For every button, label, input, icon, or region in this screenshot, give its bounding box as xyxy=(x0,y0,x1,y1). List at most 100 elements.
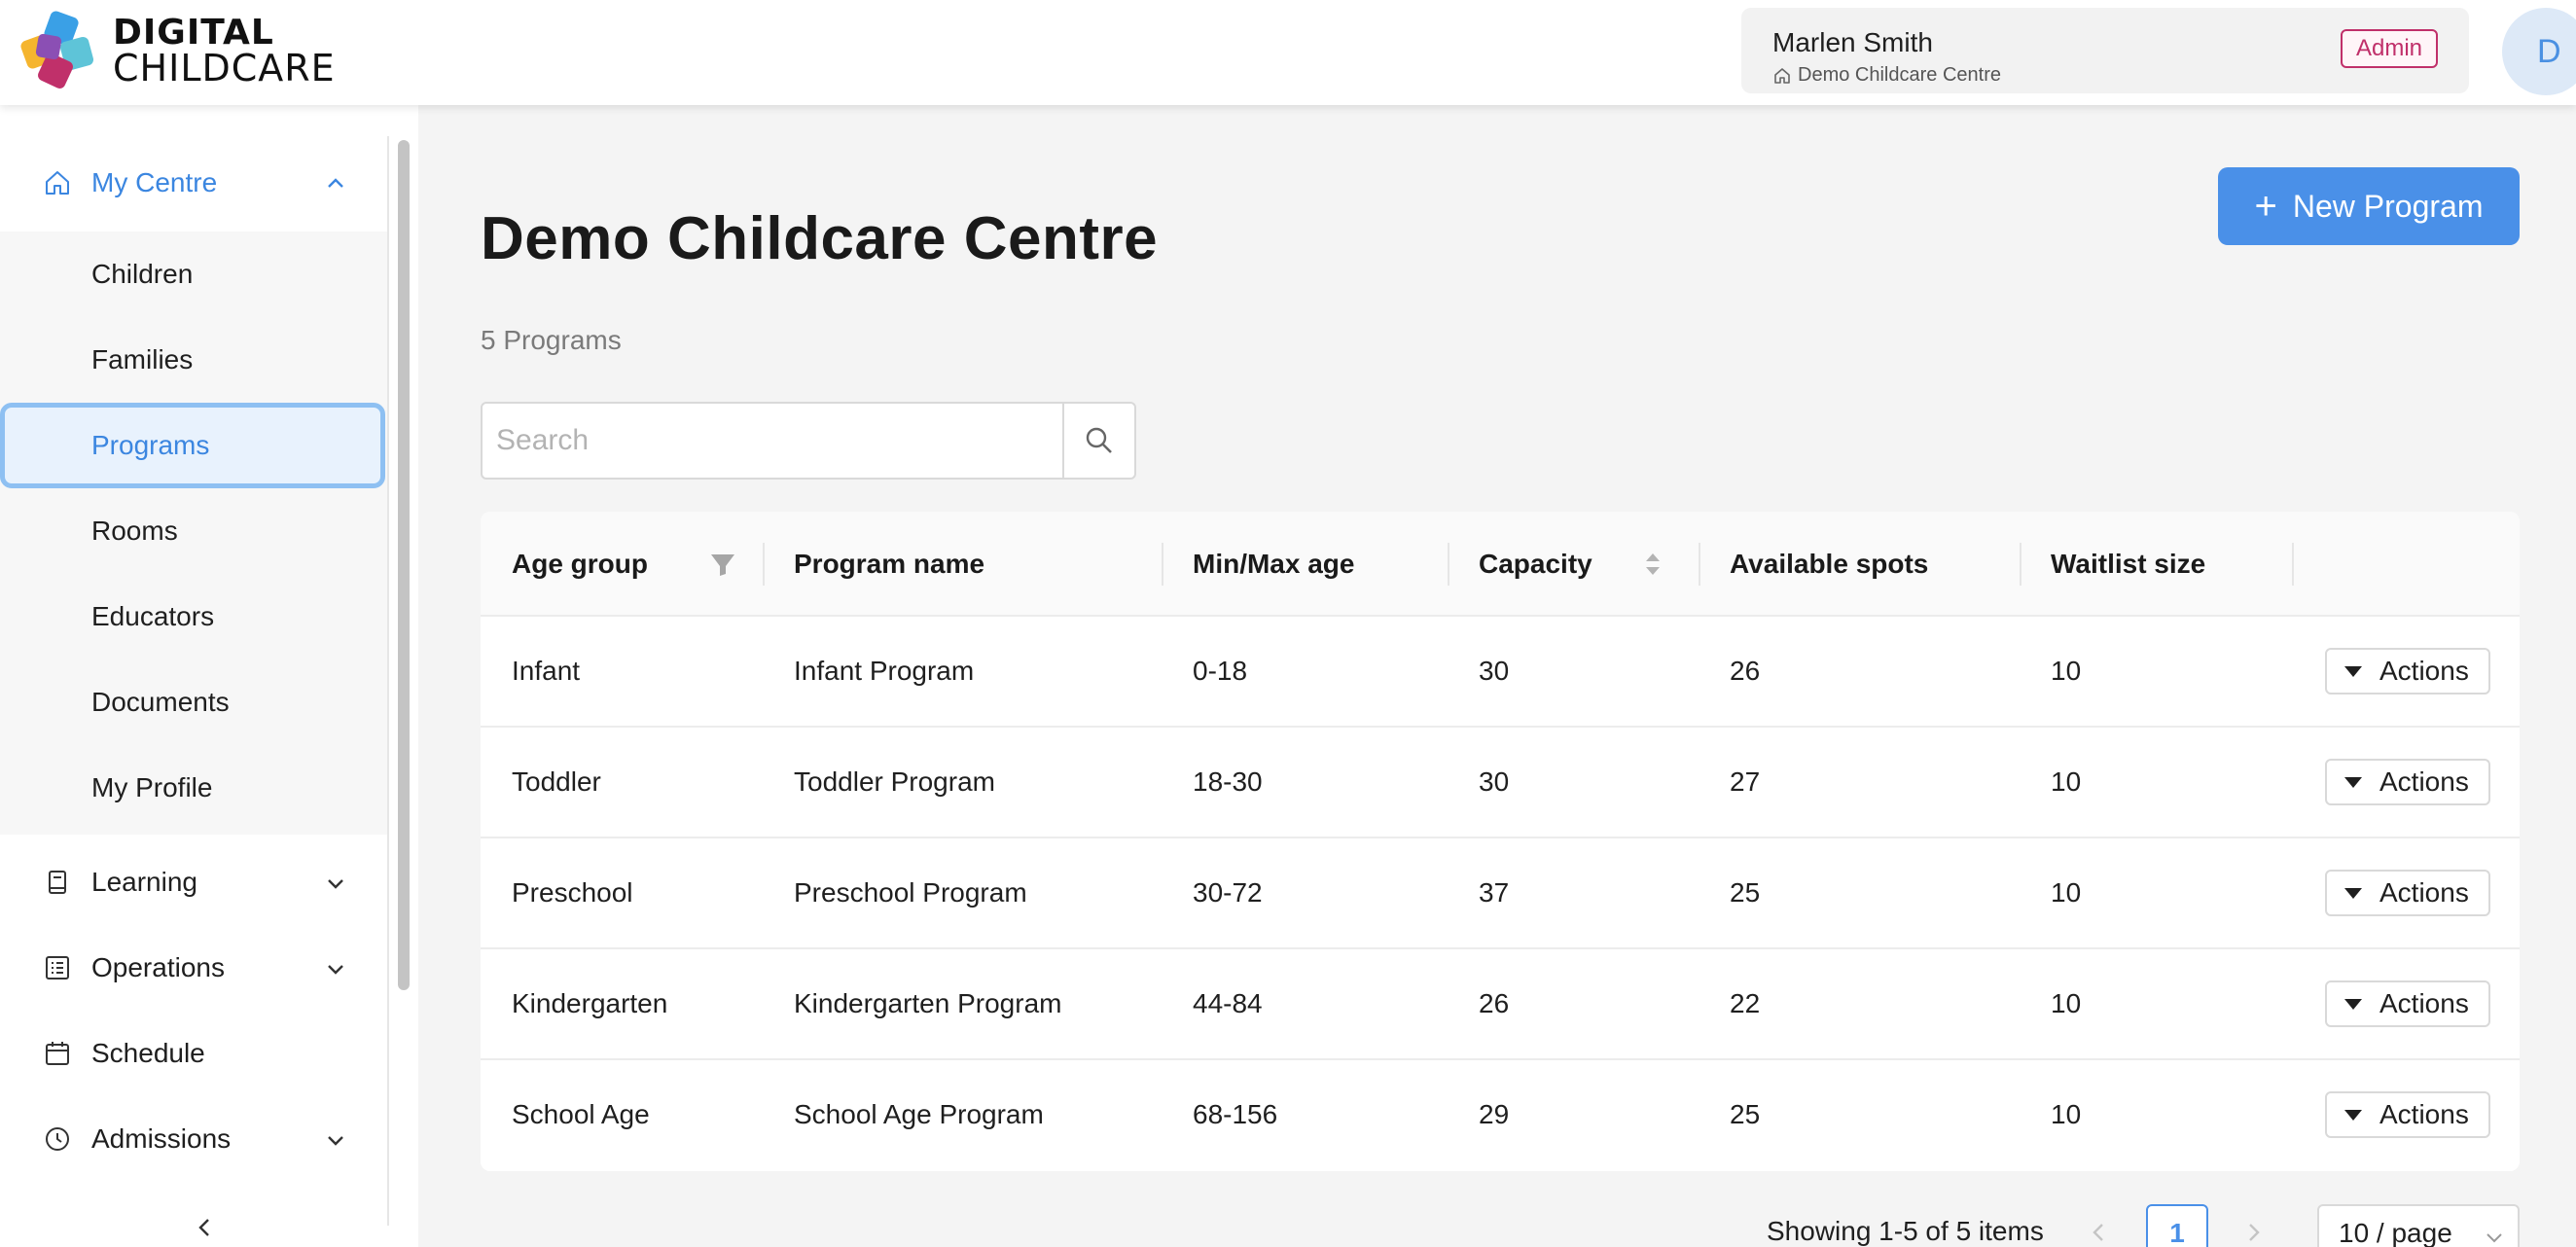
user-name: Marlen Smith xyxy=(1772,27,1933,57)
chevron-down-icon xyxy=(328,965,343,975)
column-header-available-spots[interactable]: Available spots xyxy=(1730,549,1929,579)
collapse-sidebar-icon[interactable] xyxy=(191,1214,218,1241)
cell-min-max-age: 0-18 xyxy=(1193,656,1248,686)
home-icon xyxy=(1774,67,1790,84)
sidebar-group-my-centre[interactable]: My Centre xyxy=(0,140,387,226)
column-header-capacity[interactable]: Capacity xyxy=(1479,549,1592,579)
cell-min-max-age: 68-156 xyxy=(1193,1099,1278,1129)
list-icon xyxy=(46,956,69,980)
cell-age-group: Toddler xyxy=(512,766,601,797)
user-card[interactable]: Marlen Smith Demo Childcare Centre Admin xyxy=(1741,8,2469,93)
actions-label: Actions xyxy=(2379,988,2469,1018)
table-header: Age group Program name Min/Max age Capac… xyxy=(481,512,2520,617)
caret-down-icon xyxy=(2344,1110,2362,1121)
table-row[interactable]: Kindergarten Kindergarten Program 44-84 … xyxy=(481,949,2520,1060)
cell-program-name: Kindergarten Program xyxy=(794,988,1062,1018)
page-size-select[interactable]: 10 / page xyxy=(2317,1204,2520,1247)
sidebar-item-programs[interactable]: Programs xyxy=(0,403,385,488)
sidebar-item-my-profile[interactable]: My Profile xyxy=(91,772,213,802)
cell-min-max-age: 30-72 xyxy=(1193,877,1263,908)
actions-dropdown-button[interactable]: Actions xyxy=(2325,648,2490,695)
cell-capacity: 30 xyxy=(1479,766,1510,797)
column-separator xyxy=(1448,543,1449,586)
page-number-button[interactable]: 1 xyxy=(2146,1204,2208,1247)
cell-capacity: 37 xyxy=(1479,877,1510,908)
cell-program-name: School Age Program xyxy=(794,1099,1044,1129)
table-row[interactable]: Toddler Toddler Program 18-30 30 27 10 A… xyxy=(481,728,2520,838)
sidebar-group-label: Admissions xyxy=(91,1123,232,1154)
user-centre-label: Demo Childcare Centre xyxy=(1798,64,2001,86)
top-header: DIGITAL CHILDCARE Marlen Smith Demo Chil… xyxy=(0,0,2576,105)
sidebar-group-learning[interactable]: Learning xyxy=(0,839,387,925)
actions-dropdown-button[interactable]: Actions xyxy=(2325,759,2490,805)
calendar-icon xyxy=(46,1042,69,1065)
sidebar-group-admissions[interactable]: Admissions xyxy=(0,1096,387,1182)
plus-icon: + xyxy=(2254,185,2277,228)
sidebar-scroll-track xyxy=(387,136,389,1226)
actions-dropdown-button[interactable]: Actions xyxy=(2325,980,2490,1027)
sidebar-group-operations[interactable]: Operations xyxy=(0,925,387,1011)
column-separator xyxy=(1699,543,1700,586)
avatar[interactable]: D xyxy=(2502,8,2576,95)
cell-age-group: School Age xyxy=(512,1099,650,1129)
sidebar-group-label: My Centre xyxy=(91,167,218,197)
caret-down-icon xyxy=(2344,666,2362,677)
cell-waitlist-size: 10 xyxy=(2051,766,2082,797)
actions-dropdown-button[interactable]: Actions xyxy=(2325,870,2490,916)
logo-line-1: DIGITAL xyxy=(113,13,274,53)
sidebar-group-label: Learning xyxy=(91,867,197,897)
chevron-down-icon xyxy=(2487,1233,2502,1243)
filter-icon[interactable] xyxy=(708,549,737,580)
book-icon xyxy=(49,871,66,894)
cell-program-name: Toddler Program xyxy=(794,766,995,797)
clock-icon xyxy=(46,1127,69,1151)
logo[interactable]: DIGITAL CHILDCARE xyxy=(14,6,335,95)
sidebar-item-educators[interactable]: Educators xyxy=(91,601,215,631)
search-input[interactable] xyxy=(483,404,1062,478)
cell-waitlist-size: 10 xyxy=(2051,1099,2082,1129)
page-title: Demo Childcare Centre xyxy=(481,205,1159,272)
chevron-left-icon[interactable] xyxy=(2084,1218,2113,1247)
user-centre: Demo Childcare Centre xyxy=(1772,64,2001,87)
puzzle-logo-icon xyxy=(20,11,94,89)
new-program-button[interactable]: + New Program xyxy=(2218,167,2520,245)
sort-icon[interactable] xyxy=(1638,549,1667,580)
cell-available-spots: 25 xyxy=(1730,1099,1761,1129)
page-size-label: 10 / page xyxy=(2339,1218,2452,1247)
actions-label: Actions xyxy=(2379,877,2469,908)
cell-capacity: 29 xyxy=(1479,1099,1510,1129)
column-header-waitlist-size[interactable]: Waitlist size xyxy=(2051,549,2206,579)
column-separator xyxy=(2020,543,2021,586)
column-header-age-group[interactable]: Age group xyxy=(512,549,648,579)
actions-label: Actions xyxy=(2379,656,2469,686)
program-count: 5 Programs xyxy=(481,325,622,355)
role-badge: Admin xyxy=(2340,29,2438,68)
search-button[interactable] xyxy=(1062,404,1134,478)
sidebar-scrollbar[interactable] xyxy=(398,140,410,990)
cell-waitlist-size: 10 xyxy=(2051,988,2082,1018)
sidebar-item-documents[interactable]: Documents xyxy=(91,687,230,717)
sidebar-item-rooms[interactable]: Rooms xyxy=(91,516,178,546)
column-separator xyxy=(2292,543,2294,586)
sidebar-item-families[interactable]: Families xyxy=(91,344,194,374)
caret-down-icon xyxy=(2344,777,2362,788)
table-row[interactable]: Infant Infant Program 0-18 30 26 10 Acti… xyxy=(481,617,2520,728)
table-row[interactable]: Preschool Preschool Program 30-72 37 25 … xyxy=(481,838,2520,949)
cell-available-spots: 27 xyxy=(1730,766,1761,797)
column-header-program-name[interactable]: Program name xyxy=(794,549,985,579)
actions-dropdown-button[interactable]: Actions xyxy=(2325,1091,2490,1138)
column-separator xyxy=(1162,543,1163,586)
sidebar-item-children[interactable]: Children xyxy=(91,259,194,289)
sidebar-group-schedule[interactable]: Schedule xyxy=(0,1011,387,1096)
actions-label: Actions xyxy=(2379,1099,2469,1129)
chevron-right-icon[interactable] xyxy=(2239,1218,2269,1247)
my-centre-submenu: Children Families Programs Rooms Educato… xyxy=(0,232,387,835)
cell-available-spots: 26 xyxy=(1730,656,1761,686)
caret-down-icon xyxy=(2344,888,2362,899)
cell-waitlist-size: 10 xyxy=(2051,656,2082,686)
logo-line-2: CHILDCARE xyxy=(113,47,336,89)
table-row[interactable]: School Age School Age Program 68-156 29 … xyxy=(481,1060,2520,1171)
sidebar: My Centre Children Families Programs Roo… xyxy=(0,105,418,1247)
cell-capacity: 26 xyxy=(1479,988,1510,1018)
column-header-min-max-age[interactable]: Min/Max age xyxy=(1193,549,1355,579)
